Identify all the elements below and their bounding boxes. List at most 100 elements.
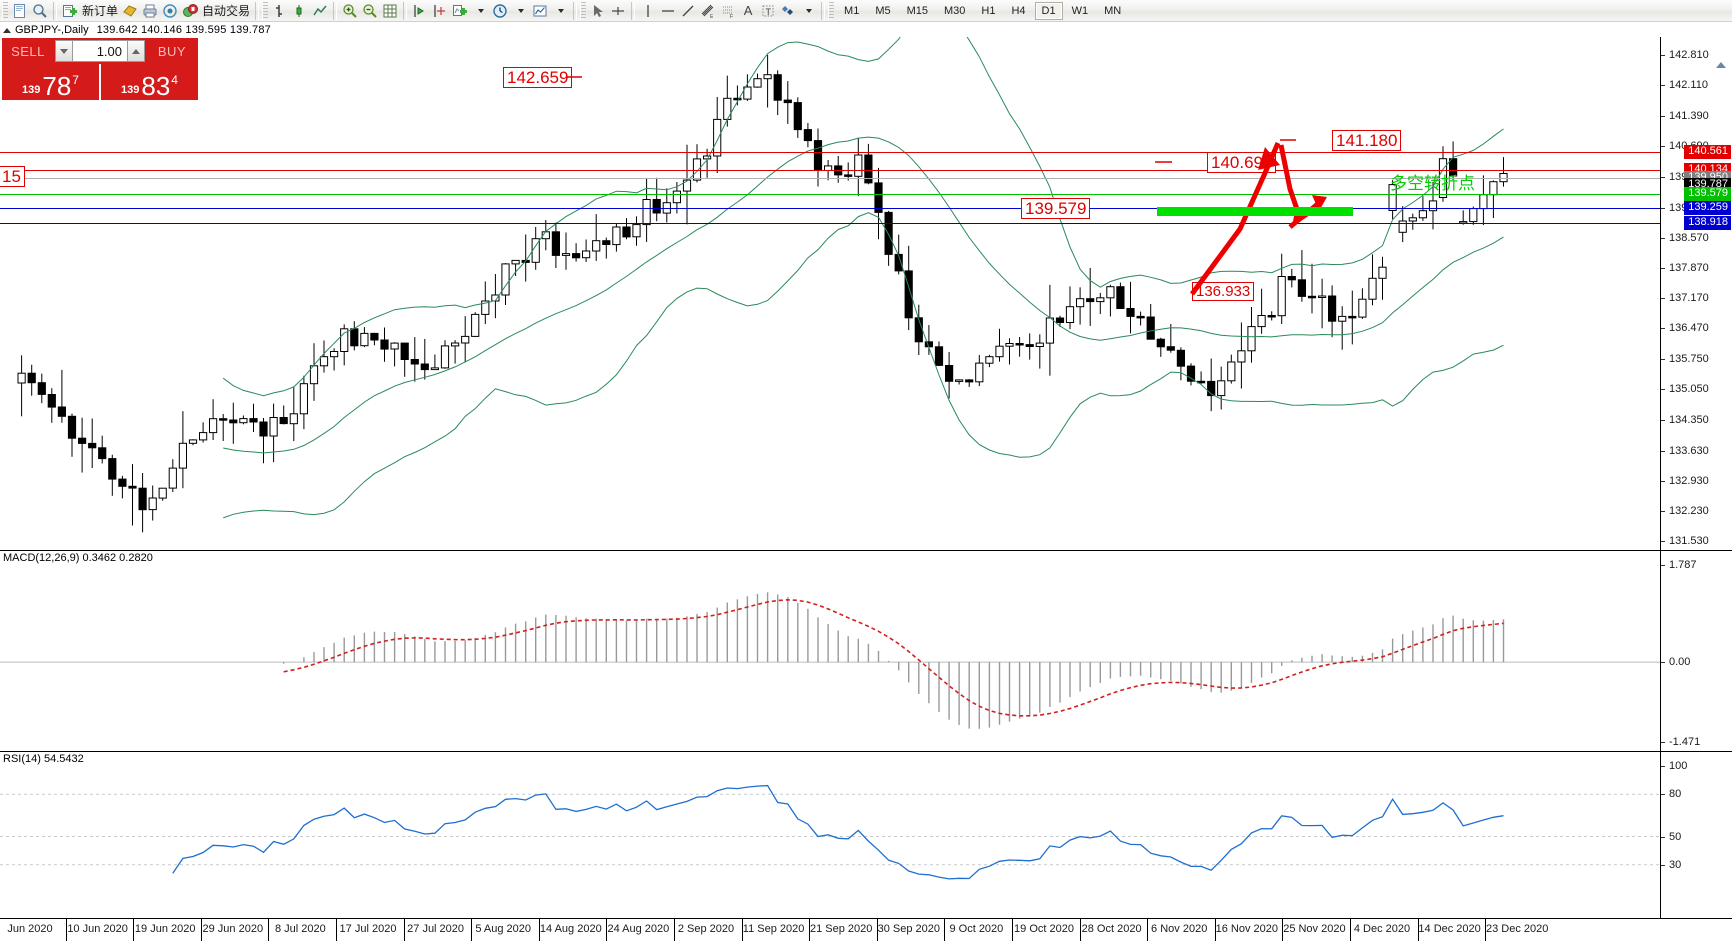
price-label-139-579[interactable]: 139.579 [1684,187,1731,202]
zoom-in-icon[interactable] [340,1,360,21]
period-dropdown-icon[interactable] [510,1,530,21]
level-line-139-259[interactable] [0,207,1660,209]
level-line-139-950[interactable] [0,178,1660,180]
timeframe-d1[interactable]: D1 [1034,1,1063,20]
timeframe-m30[interactable]: M30 [944,4,966,17]
price-annotation-136933[interactable]: 136.933 [1192,282,1255,301]
market-watch-icon[interactable] [30,1,50,21]
volume-input[interactable]: 1.00 [73,40,127,62]
scroll-indicator-icon[interactable] [1716,62,1726,68]
auto-scroll-icon[interactable] [410,1,430,21]
date-tick: 10 Jun 2020 [67,923,128,935]
oct-controls-row[interactable]: SELL 1.00 BUY [2,38,198,64]
timeframe-m15[interactable]: M15 [906,4,928,17]
level-line-139-579[interactable] [0,194,1660,196]
buy-price-main: 83 [141,71,171,101]
price-annotation-139579[interactable]: 139.579 [1021,198,1091,219]
text-box-icon[interactable]: T [758,1,778,21]
new-order-icon[interactable] [60,1,80,21]
rsi-pane[interactable]: RSI(14) 54.5432 100 80 50 30 [0,751,1732,918]
date-axis[interactable]: Jun 2020 10 Jun 2020 19 Jun 2020 29 Jun 202… [0,918,1732,941]
price-label-140-561[interactable]: 140.561 [1684,144,1731,159]
price-y-axis[interactable]: 142.810142.110141.390140.690139.970139.2… [1660,37,1732,550]
volume-stepper[interactable]: 1.00 [54,38,146,64]
text-label-icon[interactable]: A [743,3,753,18]
chart-area[interactable]: 15 142.659 140.693 141.180 139.579 136.933 多空转… [0,37,1732,941]
chart-shift-icon[interactable] [430,1,450,21]
level-line-138-918[interactable] [0,222,1660,224]
line-chart-icon[interactable] [310,1,330,21]
sell-price-display[interactable]: 139 78 7 [2,64,99,100]
date-tick: 8 Jul 2020 [275,923,326,935]
main-toolbar[interactable]: 新订单 自动交易 [0,0,1732,22]
indicators-icon[interactable] [450,1,470,21]
toolbar-grip[interactable] [2,1,8,20]
timeframe-h4[interactable]: H4 [1011,4,1026,17]
toolbar-grip-2[interactable] [262,1,269,20]
autotrading-icon[interactable] [180,1,200,21]
equidistant-channel-icon[interactable]: E [698,1,718,21]
level-line-140-561[interactable] [0,151,1660,153]
price-tick-136-470: 136.470 [1661,322,1709,334]
bar-chart-icon[interactable] [270,1,290,21]
new-chart-icon[interactable] [10,1,30,21]
cursor-icon[interactable] [588,1,608,21]
timeframe-group[interactable]: M1 M5 M15 M30 H1 H4 D1 W1 MN [836,1,1129,20]
horizontal-line-icon[interactable] [658,1,678,21]
shapes-icon[interactable] [778,1,798,21]
vertical-line-icon[interactable] [638,1,658,21]
date-tick: 4 Dec 2020 [1353,923,1411,935]
volume-increase-button[interactable] [127,40,145,62]
templates-dropdown-icon[interactable] [550,1,570,21]
sell-button[interactable]: SELL [2,38,54,64]
print-icon[interactable] [140,1,160,21]
oct-quotes-row[interactable]: 139 78 7 139 83 4 [2,64,198,100]
price-annotation-140693[interactable]: 140.693 [1207,152,1277,173]
fibonacci-icon[interactable]: F [718,1,738,21]
autotrading-label[interactable]: 自动交易 [202,4,251,18]
macd-pane[interactable]: MACD(12,26,9) 0.3462 0.2820 1.787 0.00 -1.… [0,550,1732,751]
collapse-triangle-icon[interactable] [3,27,11,33]
timeframe-mn[interactable]: MN [1104,4,1122,17]
new-order-label[interactable]: 新订单 [82,4,119,18]
volume-decrease-button[interactable] [55,40,73,62]
rsi-plot-region[interactable] [0,752,1660,918]
toolbar-grip-3[interactable] [580,1,587,20]
date-tick: 29 Jun 2020 [202,923,264,935]
timeframe-m5[interactable]: M5 [875,4,891,17]
rsi-tick-100: 100 [1661,760,1687,772]
level-line-140-134[interactable] [0,170,1660,172]
expert-advisor-icon[interactable] [120,1,140,21]
timeframe-w1[interactable]: W1 [1071,4,1089,17]
zoom-out-icon[interactable] [360,1,380,21]
templates-icon[interactable] [530,1,550,21]
buy-button[interactable]: BUY [146,38,198,64]
crosshair-icon[interactable] [608,1,628,21]
timeframe-h1[interactable]: H1 [981,4,996,17]
trendline-icon[interactable] [678,1,698,21]
price-label-139-259[interactable]: 139.259 [1684,200,1731,215]
grid-icon[interactable] [380,1,400,21]
rsi-y-axis[interactable]: 100 80 50 30 [1660,752,1732,918]
price-annotation-15[interactable]: 15 [0,166,25,187]
price-annotation-141180[interactable]: 141.180 [1332,130,1402,151]
price-label-138-918[interactable]: 138.918 [1684,215,1731,230]
macd-y-axis[interactable]: 1.787 0.00 -1.471 [1660,551,1732,751]
toolbar-grip-4[interactable] [828,1,835,20]
indicators-dropdown-icon[interactable] [470,1,490,21]
buy-price-display[interactable]: 139 83 4 [101,64,198,100]
price-plot-region[interactable]: 15 142.659 140.693 141.180 139.579 136.933 多空转… [0,37,1660,550]
shapes-dropdown-icon[interactable] [798,1,818,21]
date-tick: 19 Jun 2020 [134,923,196,935]
chinese-annotation-note[interactable]: 多空转折点 [1390,174,1475,194]
timeframe-m1[interactable]: M1 [844,4,860,17]
period-clock-icon[interactable] [490,1,510,21]
macd-tick-1471: -1.471 [1661,736,1700,748]
candlestick-chart-icon[interactable] [290,1,310,21]
price-pane[interactable]: 15 142.659 140.693 141.180 139.579 136.933 多空转… [0,37,1732,550]
one-click-trading-panel[interactable]: SELL 1.00 BUY 139 78 7 139 83 4 [2,38,198,100]
price-annotation-142659[interactable]: 142.659 [503,67,573,88]
signals-icon[interactable] [160,1,180,21]
macd-plot-region[interactable] [0,551,1660,751]
date-separator [876,919,878,941]
